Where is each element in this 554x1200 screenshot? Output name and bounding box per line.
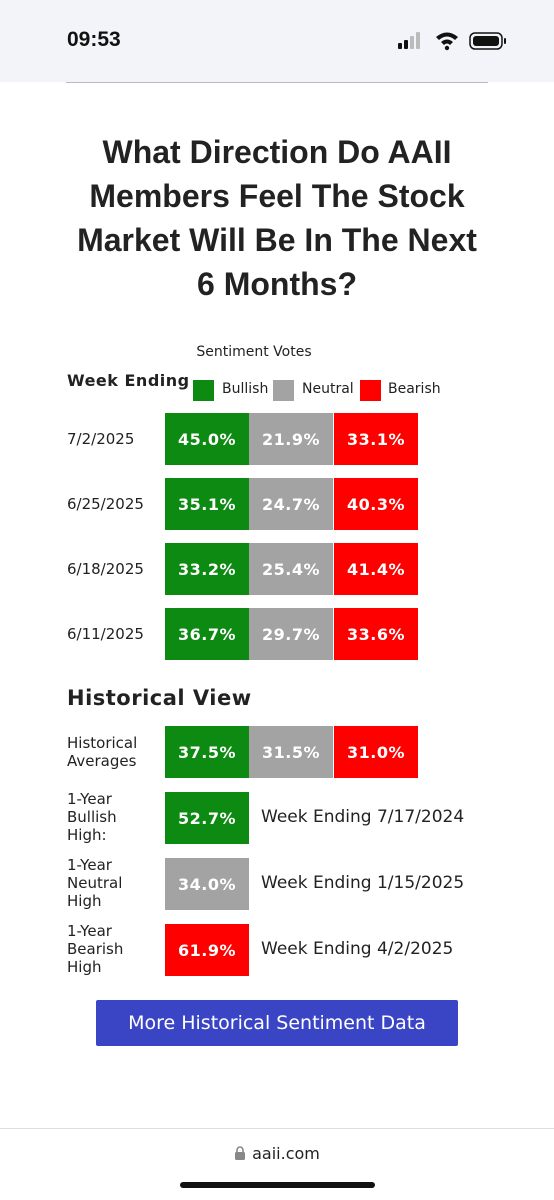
url-bar: aaii.com [0,1144,554,1163]
heading: What Direction Do AAII Members Feel The … [77,134,477,302]
row-label: 1-Year Bullish High: [67,790,117,844]
sentiment-cell: 45.0% [165,413,249,465]
week-label: 7/2/2025 [67,430,135,448]
week-ending: Week Ending 4/2/2025 [261,939,454,959]
row-label: 1-Year Neutral High [67,856,123,910]
week-label: 6/25/2025 [67,495,144,513]
sentiment-cell: 33.6% [334,608,418,660]
sentiment-label: Sentiment Votes [196,344,312,360]
sentiment-cell: 40.3% [334,478,418,530]
lock-icon [235,1146,246,1160]
row-label: Historical Averages [67,734,138,770]
sentiment-cell: 31.0% [334,726,418,778]
sentiment-cell: 24.7% [249,478,333,530]
legend-swatch [193,380,214,401]
sentiment-cell: 61.9% [165,924,249,976]
more-data-button[interactable]: More Historical Sentiment Data [96,1000,458,1046]
status-icons [398,32,506,51]
sentiment-cell: 37.5% [165,726,249,778]
time: 09:53 [67,28,121,51]
row-label: 1-Year Bearish High [67,922,124,976]
sentiment-cell: 36.7% [165,608,249,660]
sentiment-cell: 41.4% [334,543,418,595]
legend-swatch [273,380,294,401]
sentiment-cell: 21.9% [249,413,333,465]
sentiment-cell: 33.1% [334,413,418,465]
sentiment-cell: 52.7% [165,792,249,844]
home-indicator [180,1182,375,1188]
sentiment-cell: 35.1% [165,478,249,530]
legend-label: Neutral [302,381,354,397]
week-ending: Week Ending 1/15/2025 [261,873,465,893]
sentiment-cell: 29.7% [249,608,333,660]
legend-label: Bearish [388,381,441,397]
week-ending-label: Week Ending [67,371,190,390]
week-ending: Week Ending 7/17/2024 [261,807,465,827]
legend-swatch [360,380,381,401]
legend-label: Bullish [222,381,269,397]
sentiment-cell: 31.5% [249,726,333,778]
sentiment-cell: 33.2% [165,543,249,595]
divider [0,1128,554,1129]
sentiment-cell: 34.0% [165,858,249,910]
week-label: 6/11/2025 [67,625,144,643]
sentiment-cell: 25.4% [249,543,333,595]
week-label: 6/18/2025 [67,560,144,578]
divider [66,82,488,83]
url: aaii.com [252,1144,320,1163]
status-bar [0,0,554,82]
section-title: Historical View [67,686,252,710]
